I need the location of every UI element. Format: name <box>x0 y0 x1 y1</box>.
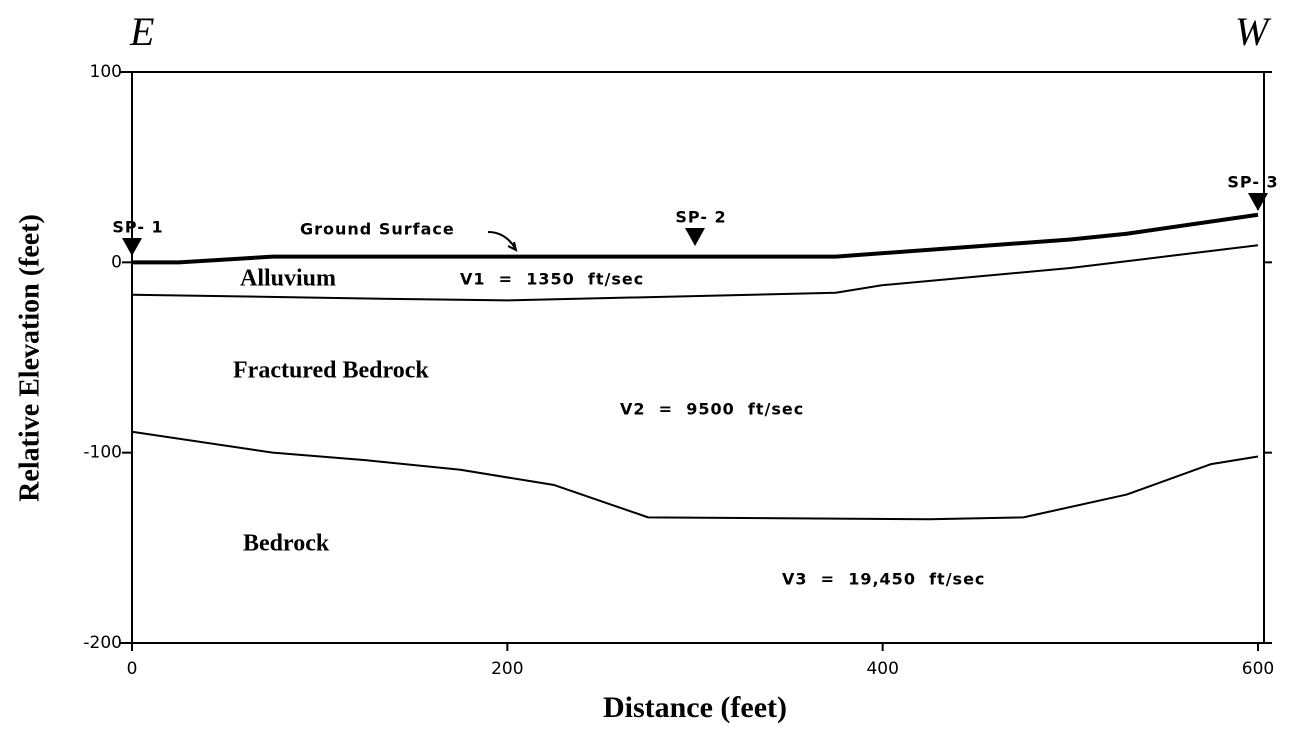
x-tick-label: 400 <box>866 659 898 679</box>
shot-point-label: SP- 1 <box>112 218 163 237</box>
layer-name: Alluvium <box>240 266 336 292</box>
x-axis-label: Distance (feet) <box>603 691 787 724</box>
boundary-line <box>132 212 1259 265</box>
shot-point-label: SP- 3 <box>1227 173 1278 192</box>
y-tick-label: 0 <box>111 252 122 272</box>
y-tick-label: -100 <box>83 443 122 463</box>
layer-velocity: V1 = 1350 ft/sec <box>460 270 644 289</box>
shot-point-marker <box>1248 193 1268 211</box>
layer-name: Fractured Bedrock <box>233 358 429 384</box>
y-tick-label: -200 <box>83 633 122 653</box>
y-tick-label: 100 <box>90 62 122 82</box>
x-tick-label: 600 <box>1242 659 1274 679</box>
layer-name: Bedrock <box>243 531 330 557</box>
series-label: Ground Surface <box>300 220 455 239</box>
layer-velocity: V2 = 9500 ft/sec <box>620 400 804 419</box>
layer-velocity: V3 = 19,450 ft/sec <box>782 570 985 589</box>
boundary-line <box>131 244 1259 302</box>
x-tick-label: 200 <box>491 659 523 679</box>
shot-point-marker <box>685 228 705 246</box>
shot-point-label: SP- 2 <box>675 208 726 227</box>
y-axis-label: Relative Elevation (feet) <box>14 214 45 502</box>
shot-point-marker <box>122 238 142 256</box>
left-direction: E <box>129 9 154 54</box>
boundary-line <box>131 430 1259 521</box>
right-direction: W <box>1235 9 1272 54</box>
label-arrow <box>487 231 518 252</box>
x-tick-label: 0 <box>127 659 138 679</box>
